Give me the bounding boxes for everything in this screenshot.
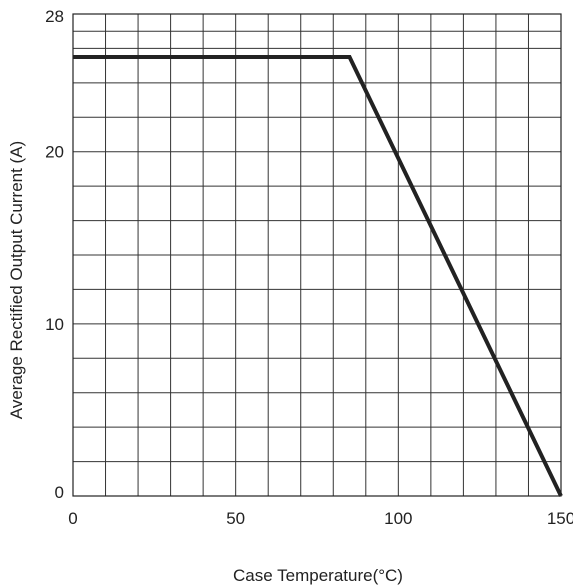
series-layer: [73, 55, 563, 497]
x-tick-labels: 0 50 100 150: [68, 509, 573, 528]
x-axis-label: Case Temperature(°C): [233, 566, 403, 585]
y-tick-label: 10: [45, 315, 64, 334]
x-tick-label: 100: [384, 509, 412, 528]
y-tick-label: 0: [55, 483, 64, 502]
grid: [72, 13, 562, 497]
series-line: [73, 55, 563, 497]
y-tick-label: 28: [45, 7, 64, 26]
x-tick-label: 50: [226, 509, 245, 528]
x-tick-label: 150: [547, 509, 573, 528]
y-axis-label: Average Rectified Output Current (A): [7, 141, 26, 419]
y-tick-labels: 0 10 20 28: [45, 7, 64, 502]
x-tick-label: 0: [68, 509, 77, 528]
y-tick-label: 20: [45, 143, 64, 162]
plot-frame: [72, 13, 562, 497]
